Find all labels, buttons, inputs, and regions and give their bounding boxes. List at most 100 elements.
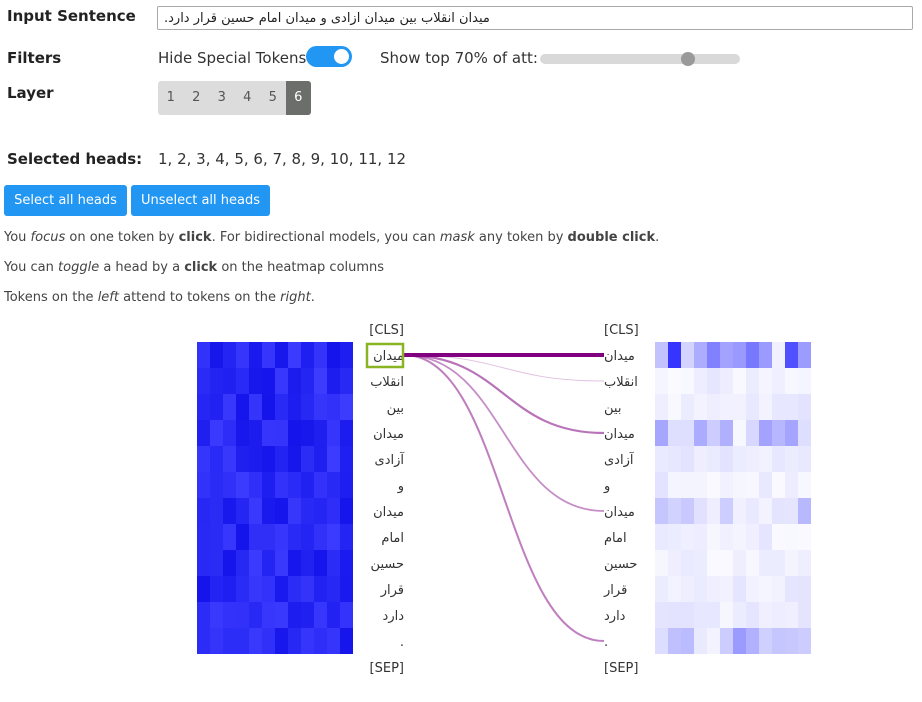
right-heatmap-cell[interactable] — [772, 472, 785, 498]
left-heatmap-cell[interactable] — [262, 368, 275, 394]
sentence-input[interactable] — [157, 6, 913, 30]
left-heatmap-cell[interactable] — [197, 628, 210, 654]
right-heatmap-cell[interactable] — [733, 550, 746, 576]
right-heatmap-cell[interactable] — [798, 602, 811, 628]
right-heatmap-cell[interactable] — [746, 394, 759, 420]
right-heatmap-cell[interactable] — [668, 446, 681, 472]
right-heatmap-cell[interactable] — [681, 420, 694, 446]
left-heatmap-cell[interactable] — [288, 342, 301, 368]
left-heatmap-cell[interactable] — [197, 550, 210, 576]
right-heatmap-cell[interactable] — [694, 342, 707, 368]
left-heatmap-cell[interactable] — [327, 420, 340, 446]
right-heatmap-cell[interactable] — [772, 498, 785, 524]
left-heatmap-cell[interactable] — [340, 628, 353, 654]
layer-button-4[interactable]: 4 — [243, 90, 252, 105]
left-heatmap-cell[interactable] — [327, 550, 340, 576]
right-heatmap-cell[interactable] — [707, 420, 720, 446]
right-heatmap-cell[interactable] — [772, 550, 785, 576]
right-heatmap-cell[interactable] — [733, 524, 746, 550]
right-heatmap-cell[interactable] — [681, 524, 694, 550]
left-heatmap-cell[interactable] — [197, 602, 210, 628]
left-heatmap-cell[interactable] — [236, 472, 249, 498]
left-heatmap-cell[interactable] — [197, 576, 210, 602]
left-heatmap-cell[interactable] — [301, 550, 314, 576]
right-heatmap-cell[interactable] — [798, 576, 811, 602]
left-heatmap-cell[interactable] — [340, 394, 353, 420]
right-heatmap-cell[interactable] — [694, 394, 707, 420]
right-heatmap-cell[interactable] — [772, 602, 785, 628]
left-heatmap-cell[interactable] — [249, 394, 262, 420]
right-heatmap-cell[interactable] — [681, 550, 694, 576]
left-heatmap-cell[interactable] — [249, 368, 262, 394]
left-heatmap-cell[interactable] — [314, 342, 327, 368]
left-heatmap-cell[interactable] — [262, 524, 275, 550]
left-heatmap-cell[interactable] — [314, 394, 327, 420]
left-heatmap-cell[interactable] — [249, 524, 262, 550]
right-heatmap-cell[interactable] — [785, 394, 798, 420]
left-heatmap-cell[interactable] — [314, 576, 327, 602]
right-heatmap-cell[interactable] — [668, 550, 681, 576]
left-heatmap-cell[interactable] — [210, 368, 223, 394]
left-heatmap-cell[interactable] — [262, 472, 275, 498]
left-heatmap-cell[interactable] — [262, 576, 275, 602]
right-heatmap-cell[interactable] — [746, 628, 759, 654]
right-heatmap-cell[interactable] — [720, 368, 733, 394]
right-heatmap-cell[interactable] — [707, 368, 720, 394]
left-heatmap-cell[interactable] — [197, 394, 210, 420]
right-heatmap-cell[interactable] — [772, 576, 785, 602]
right-heatmap-cell[interactable] — [720, 628, 733, 654]
left-heatmap-cell[interactable] — [314, 602, 327, 628]
right-heatmap-cell[interactable] — [707, 524, 720, 550]
right-heatmap-cell[interactable] — [759, 602, 772, 628]
left-heatmap-cell[interactable] — [236, 576, 249, 602]
right-heatmap-cell[interactable] — [746, 602, 759, 628]
right-heatmap-cell[interactable] — [759, 394, 772, 420]
right-heatmap-cell[interactable] — [694, 446, 707, 472]
right-heatmap-cell[interactable] — [759, 368, 772, 394]
right-heatmap-cell[interactable] — [720, 446, 733, 472]
right-heatmap-cell[interactable] — [668, 342, 681, 368]
left-heatmap-cell[interactable] — [314, 524, 327, 550]
left-heatmap-cell[interactable] — [262, 394, 275, 420]
left-heatmap-cell[interactable] — [275, 394, 288, 420]
right-token[interactable]: [CLS] — [604, 323, 639, 338]
left-heatmap-cell[interactable] — [210, 394, 223, 420]
left-heatmap-cell[interactable] — [236, 628, 249, 654]
left-heatmap-cell[interactable] — [288, 472, 301, 498]
left-heatmap-cell[interactable] — [197, 472, 210, 498]
right-heatmap-cell[interactable] — [785, 420, 798, 446]
left-heatmap-cell[interactable] — [197, 368, 210, 394]
right-heatmap-cell[interactable] — [681, 628, 694, 654]
right-heatmap-cell[interactable] — [720, 576, 733, 602]
right-heatmap-cell[interactable] — [681, 602, 694, 628]
right-heatmap-cell[interactable] — [798, 342, 811, 368]
right-heatmap-cell[interactable] — [785, 498, 798, 524]
right-heatmap-cell[interactable] — [720, 524, 733, 550]
right-heatmap-cell[interactable] — [798, 524, 811, 550]
right-heatmap-cell[interactable] — [772, 368, 785, 394]
left-heatmap-cell[interactable] — [275, 420, 288, 446]
right-heatmap-cell[interactable] — [785, 576, 798, 602]
right-token[interactable]: قرار — [603, 583, 627, 598]
left-heatmap-cell[interactable] — [340, 446, 353, 472]
left-heatmap-cell[interactable] — [301, 446, 314, 472]
left-token[interactable]: دارد — [383, 609, 405, 624]
left-heatmap-cell[interactable] — [262, 498, 275, 524]
left-token[interactable]: [CLS] — [369, 323, 404, 338]
right-token[interactable]: انقلاب — [604, 375, 638, 390]
left-heatmap-cell[interactable] — [327, 394, 340, 420]
right-heatmap-cell[interactable] — [746, 550, 759, 576]
right-heatmap-cell[interactable] — [733, 446, 746, 472]
left-heatmap-cell[interactable] — [262, 628, 275, 654]
right-heatmap-cell[interactable] — [707, 394, 720, 420]
right-heatmap-cell[interactable] — [733, 498, 746, 524]
left-heatmap-cell[interactable] — [236, 394, 249, 420]
right-heatmap-cell[interactable] — [720, 394, 733, 420]
right-heatmap-cell[interactable] — [720, 420, 733, 446]
attention-threshold-slider[interactable] — [540, 52, 740, 66]
right-heatmap-cell[interactable] — [720, 550, 733, 576]
right-token[interactable]: حسین — [604, 557, 637, 572]
right-heatmap-cell[interactable] — [694, 524, 707, 550]
left-heatmap-cell[interactable] — [223, 498, 236, 524]
left-heatmap-cell[interactable] — [223, 394, 236, 420]
